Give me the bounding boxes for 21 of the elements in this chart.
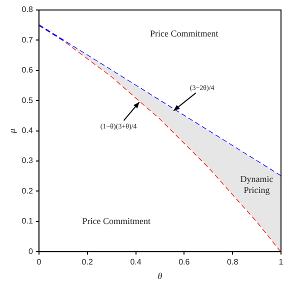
y-tick-label: 0.8 xyxy=(22,5,34,14)
y-tick-label: 0.3 xyxy=(22,156,34,166)
y-tick-label: 0.7 xyxy=(22,35,34,44)
annotation: Price Commitment xyxy=(82,216,152,226)
annotation: Dynamic Pricing xyxy=(240,174,274,196)
y-tick-label: 0.5 xyxy=(22,96,34,105)
x-tick-label: 0.6 xyxy=(178,258,190,267)
x-tick-label: 0.8 xyxy=(227,258,239,267)
y-tick-label: 0.6 xyxy=(22,66,34,75)
annotation: Price Commitment xyxy=(150,28,219,39)
x-axis-title: θ xyxy=(158,270,163,281)
x-tick-label: 0 xyxy=(36,258,42,267)
x-tick-label: 0.2 xyxy=(82,258,94,267)
x-tick-label: 1 xyxy=(278,258,284,267)
y-tick-label: 0.1 xyxy=(22,216,34,226)
y-axis-title: μ xyxy=(6,128,17,134)
y-tick-label: 0 xyxy=(28,246,34,256)
y-tick-label: 0.4 xyxy=(22,126,34,136)
y-tick-label: 0.2 xyxy=(22,186,34,196)
x-tick-label: 0.4 xyxy=(130,258,142,267)
line-series xyxy=(38,24,281,177)
